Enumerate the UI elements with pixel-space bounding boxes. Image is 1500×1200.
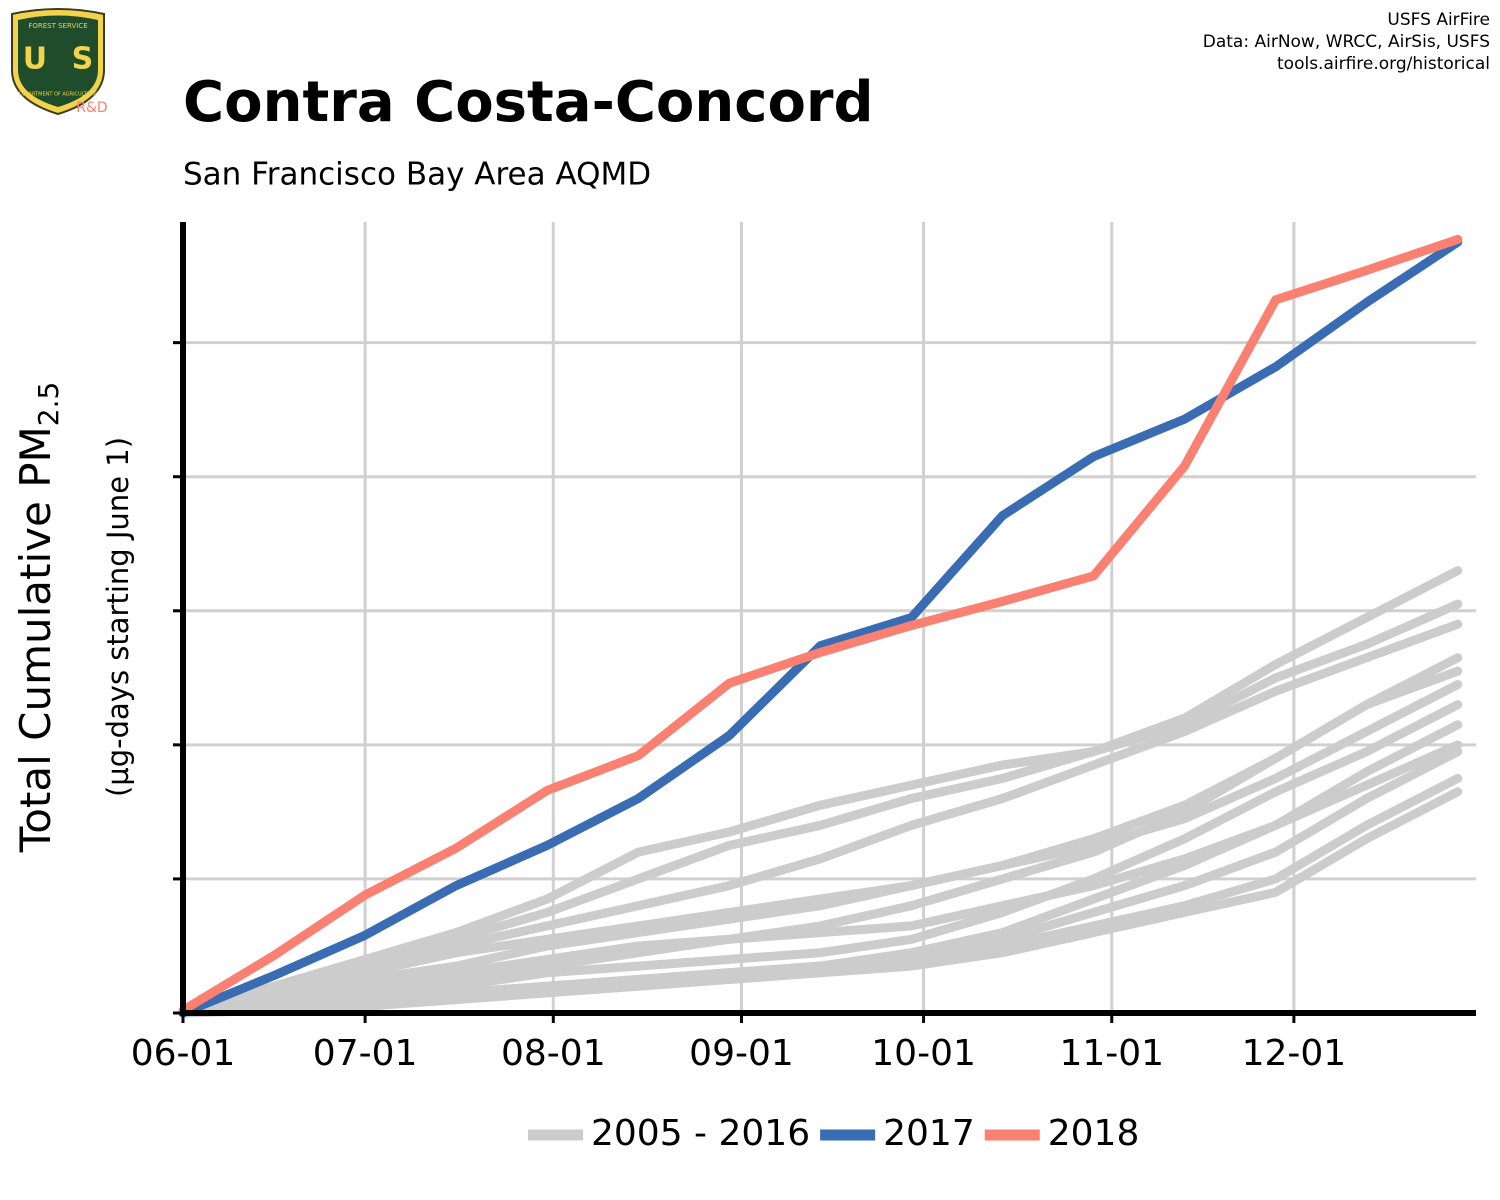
series-line — [178, 680, 1463, 1018]
series-line — [178, 787, 1463, 1018]
x-tick-label: 11-01 — [1059, 1033, 1164, 1074]
y-axis-label: Total Cumulative PM2.5 — [11, 382, 66, 854]
y-label-subscript: 2.5 — [32, 382, 65, 427]
logo-badge: R&D — [76, 100, 107, 116]
legend-label: 2005 - 2016 — [591, 1113, 810, 1154]
x-tick-label: 06-01 — [131, 1033, 236, 1074]
axes: 06-01 07-01 08-01 09-01 10-01 11-01 12-01 — [131, 222, 1476, 1074]
logo-top: FOREST SERVICE — [28, 22, 87, 30]
credit: Data: AirNow, WRCC, AirSis, USFS — [1203, 32, 1490, 52]
legend-label: 2017 — [883, 1113, 975, 1154]
legend-label: 2018 — [1048, 1113, 1140, 1154]
legend: 2005 - 2016 2017 2018 — [528, 1113, 1139, 1154]
credit: tools.airfire.org/historical — [1277, 54, 1490, 74]
logo-letters: U S — [23, 42, 93, 77]
series-line — [178, 599, 1463, 1018]
series-line — [178, 700, 1463, 1018]
series-line — [178, 566, 1463, 1018]
series-line — [178, 237, 1463, 1018]
x-tick-label: 08-01 — [501, 1033, 606, 1074]
x-tick-label: 10-01 — [871, 1033, 976, 1074]
credit: USFS AirFire — [1387, 10, 1490, 30]
logo-bottom: DEPARTMENT OF AGRICULTURE — [19, 92, 97, 98]
y-label-main: Total Cumulative PM — [11, 426, 60, 853]
y-axis-note: (µg-days starting June 1) — [101, 437, 135, 797]
chart-subtitle: San Francisco Bay Area AQMD — [183, 157, 651, 193]
plot-lines — [178, 234, 1463, 1018]
series-line — [178, 773, 1463, 1018]
logo: FOREST SERVICE U S DEPARTMENT OF AGRICUL… — [11, 8, 108, 116]
series-line — [178, 234, 1463, 1015]
logo-inner — [18, 15, 98, 107]
x-tick-label: 07-01 — [313, 1033, 418, 1074]
x-tick-label: 12-01 — [1242, 1033, 1347, 1074]
x-tick-label: 09-01 — [689, 1033, 794, 1074]
chart-title: Contra Costa-Concord — [183, 70, 874, 135]
series-line — [178, 740, 1463, 1018]
